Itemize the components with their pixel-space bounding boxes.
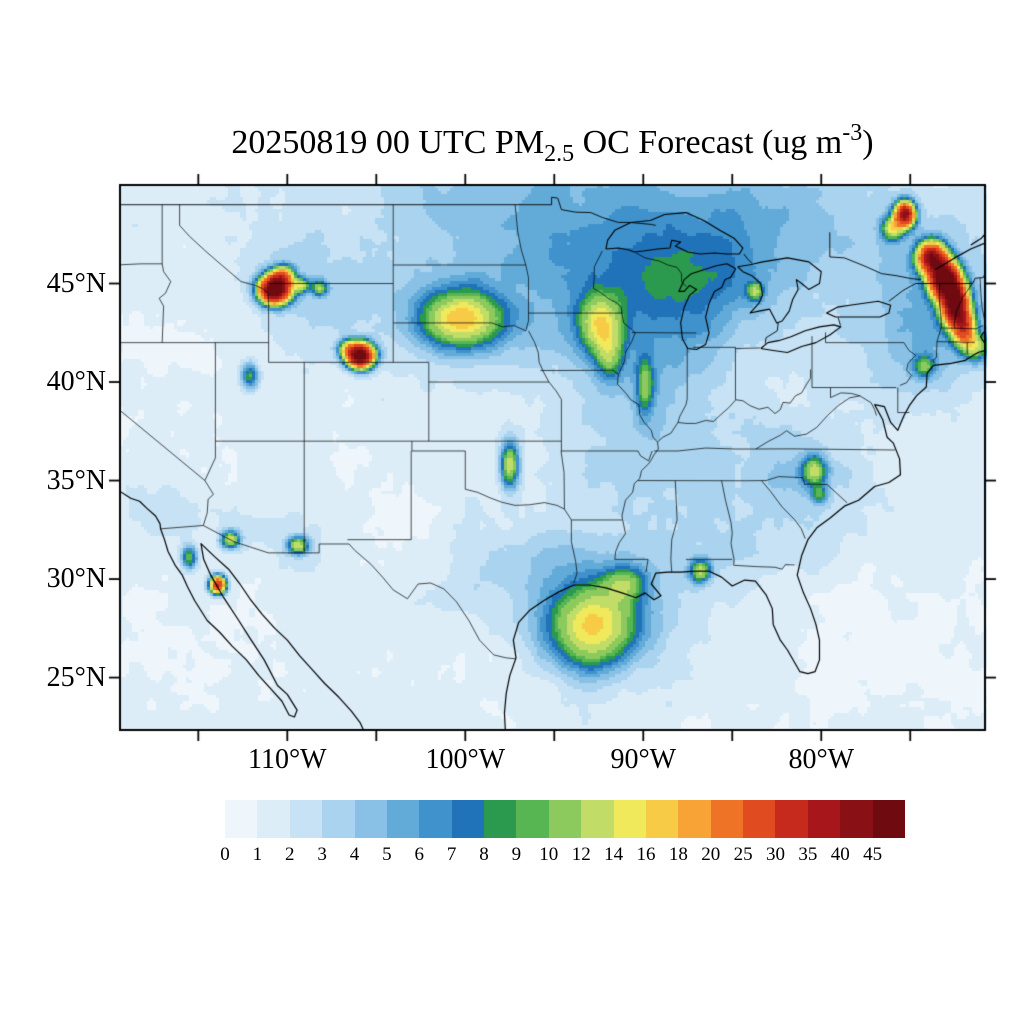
colorbar-tick-label: 45	[863, 844, 883, 865]
colorbar-tick-label: 10	[539, 844, 559, 865]
colorbar-cell	[516, 800, 549, 838]
colorbar-tick-label: 35	[798, 844, 818, 865]
lat-axis-label: 35°N	[46, 464, 106, 496]
colorbar-cell	[678, 800, 711, 838]
colorbar-tick-label: 40	[830, 844, 850, 865]
colorbar-cell	[354, 800, 387, 838]
chart-title-subscript: 2.5	[544, 141, 575, 167]
colorbar-tick-label: 12	[571, 844, 591, 865]
colorbar-tick-label: 30	[765, 844, 785, 865]
colorbar-cell	[807, 800, 841, 838]
colorbar-tick-label: 7	[446, 844, 457, 865]
colorbar-cell	[451, 800, 484, 838]
chart-title-suffix: )	[862, 124, 874, 161]
colorbar-cell	[743, 800, 776, 838]
chart-title-middle: OC Forecast (ug m	[574, 124, 843, 161]
colorbar-cell	[484, 800, 517, 838]
colorbar-cell	[548, 800, 582, 838]
colorbar-tick-label: 9	[511, 844, 522, 865]
colorbar-cell	[840, 800, 873, 838]
colorbar-cell	[775, 800, 808, 838]
colorbar-tick-label: 14	[604, 844, 624, 865]
colorbar-cell	[872, 800, 905, 838]
colorbar-tick-label: 16	[636, 844, 656, 865]
colorbar-tick-label: 2	[285, 844, 295, 865]
colorbar-tick-label: 3	[317, 844, 327, 865]
colorbar-cell	[289, 800, 323, 838]
colorbar-cell	[645, 800, 679, 838]
colorbar-cell	[225, 800, 258, 838]
colorbar-cell	[386, 800, 420, 838]
chart-title-superscript: -3	[842, 120, 863, 146]
colorbar-tick-label: 8	[479, 844, 489, 865]
colorbar-cell	[257, 800, 290, 838]
colorbar-cell	[322, 800, 355, 838]
lon-axis-label: 110°W	[248, 744, 327, 775]
colorbar-tick-label: 1	[252, 844, 263, 865]
colorbar-cell	[419, 800, 452, 838]
colorbar-cell	[613, 800, 646, 838]
colorbar	[225, 800, 905, 838]
colorbar-tick-label: 20	[701, 844, 721, 865]
chart-title: 20250819 00 UTC PM2.5 OC Forecast (ug m-…	[80, 120, 1024, 168]
lat-axis-label: 30°N	[46, 563, 106, 595]
lon-axis-label: 100°W	[425, 744, 506, 775]
chart-title-prefix: 20250819 00 UTC PM	[231, 124, 545, 161]
colorbar-tick-label: 0	[220, 844, 230, 865]
colorbar-cell	[710, 800, 743, 838]
colorbar-tick-label: 25	[733, 844, 753, 865]
lat-axis-label: 25°N	[46, 661, 106, 693]
colorbar-cell	[581, 800, 614, 838]
lat-axis-label: 40°N	[46, 366, 106, 398]
colorbar-tick-label: 6	[414, 844, 425, 865]
lon-axis-label: 80°W	[788, 744, 855, 775]
lon-axis-label: 90°W	[610, 744, 677, 775]
colorbar-tick-label: 18	[668, 844, 688, 865]
colorbar-tick-label: 4	[349, 844, 360, 865]
colorbar-tick-label: 5	[382, 844, 392, 865]
lat-axis-label: 45°N	[46, 267, 106, 299]
